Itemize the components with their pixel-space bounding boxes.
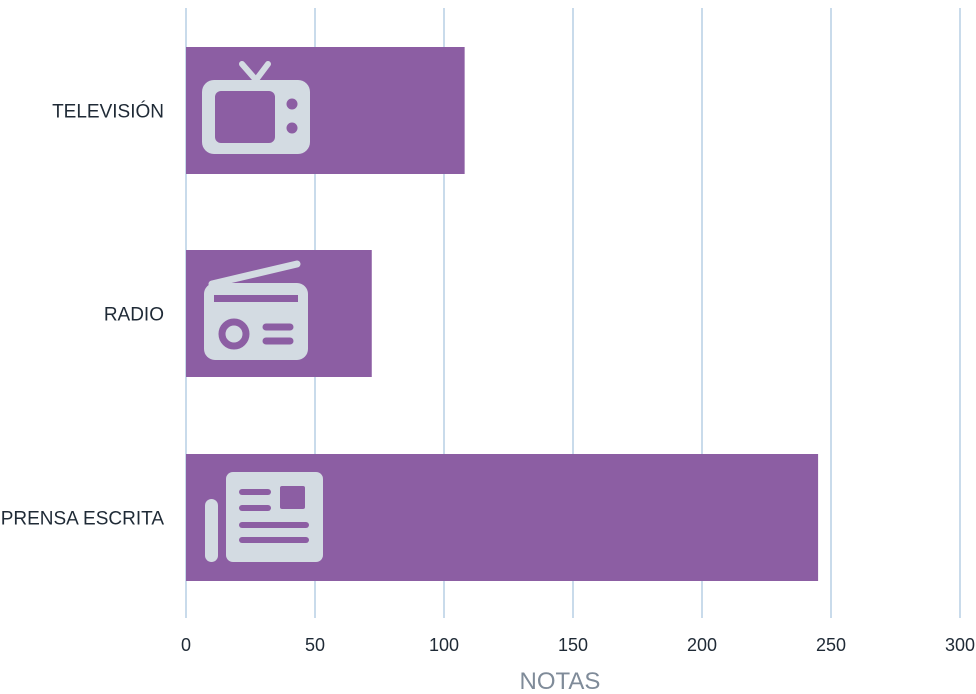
x-tick-label: 150 (558, 635, 588, 655)
category-labels: TELEVISIÓN RADIO PRENSA ESCRITA (1, 101, 165, 530)
x-tick-label: 50 (305, 635, 325, 655)
x-tick-label: 250 (816, 635, 846, 655)
x-tick-label: 0 (181, 635, 191, 655)
category-label: TELEVISIÓN (52, 101, 164, 123)
category-label: PRENSA ESCRITA (1, 509, 165, 530)
category-label: RADIO (104, 305, 164, 326)
x-axis-title: NOTAS (520, 668, 601, 694)
x-tick-labels: 0 50 100 150 200 250 300 (181, 635, 975, 655)
newspaper-icon (205, 472, 323, 562)
tv-icon (202, 61, 310, 154)
x-tick-label: 300 (945, 635, 975, 655)
x-tick-label: 200 (687, 635, 717, 655)
bar-icons (202, 61, 323, 562)
x-tick-label: 100 (429, 635, 459, 655)
radio-icon (204, 260, 308, 360)
